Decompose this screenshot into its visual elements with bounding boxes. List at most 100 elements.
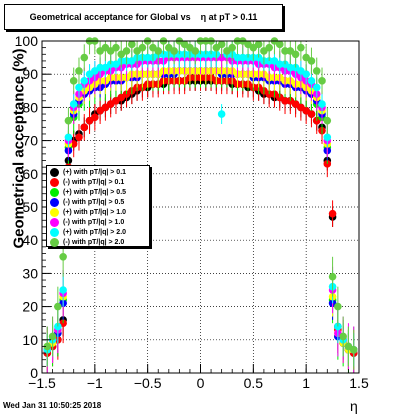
- data-point: [128, 40, 136, 49]
- data-point: [312, 83, 321, 92]
- legend-label: (-) with pT/|q| > 0.5: [63, 198, 125, 206]
- data-point: [297, 43, 305, 52]
- y-tick-label: 0: [30, 365, 38, 381]
- data-point: [328, 272, 337, 281]
- data-point: [96, 63, 104, 72]
- legend-label: (+) with pT/|q| > 0.1: [63, 168, 127, 176]
- legend-marker: [50, 207, 59, 217]
- data-point: [281, 96, 289, 105]
- legend-label: (+) with pT/|q| > 1.0: [63, 208, 127, 216]
- y-tick-label: 50: [22, 199, 38, 215]
- legend-label: (-) with pT/|q| > 1.0: [63, 218, 125, 226]
- x-tick-label: 1.5: [349, 375, 369, 391]
- y-tick-label: 20: [22, 299, 38, 315]
- legend-marker: [50, 187, 59, 197]
- y-axis-label: Geometrical acceptance (%): [10, 48, 28, 249]
- data-point: [339, 332, 347, 341]
- data-point: [75, 133, 83, 142]
- data-point: [80, 53, 89, 62]
- data-point: [170, 47, 178, 55]
- data-point: [143, 53, 152, 62]
- data-point: [64, 116, 73, 125]
- data-point: [291, 50, 300, 59]
- data-point: [112, 43, 120, 52]
- legend-item: (+) with pT/|q| > 0.5: [50, 187, 146, 197]
- legend-label: (-) with pT/|q| > 2.0: [63, 238, 125, 246]
- axis-ticks: −1.5 −1 −0.5 0 0.5 1 1.5 0 10 20 30 40 50 60 70 80 90 100: [15, 33, 369, 391]
- y-tick-label: 80: [22, 99, 38, 115]
- legend-marker: [50, 197, 59, 207]
- legend-item: (-) with pT/|q| > 0.1: [50, 177, 146, 187]
- legend-label: (+) with pT/|q| > 0.5: [63, 188, 127, 196]
- legend: (+) with pT/|q| > 0.1 (-) with pT/|q| > …: [46, 165, 150, 247]
- data-point: [69, 100, 78, 108]
- data-point: [233, 53, 242, 62]
- data-point: [281, 47, 289, 55]
- data-point: [217, 110, 226, 118]
- legend-marker: [50, 177, 59, 187]
- data-point: [59, 252, 67, 261]
- data-point: [54, 322, 62, 331]
- x-tick-label: 0: [197, 375, 205, 391]
- legend-label: (+) with pT/|q| > 2.0: [63, 228, 127, 236]
- chart-title: Geometrical acceptance for Global vs η a…: [4, 4, 283, 30]
- data-point: [307, 57, 316, 65]
- data-point: [48, 332, 57, 341]
- data-point: [318, 77, 326, 85]
- legend-item: (-) with pT/|q| > 1.0: [50, 217, 146, 227]
- legend-marker: [50, 237, 59, 247]
- data-point: [254, 40, 263, 49]
- x-tick-label: −1.5: [28, 375, 56, 391]
- y-tick-label: 10: [22, 332, 38, 348]
- data-point: [334, 302, 342, 311]
- data-point: [275, 40, 284, 49]
- data-point: [307, 77, 316, 85]
- data-point: [80, 77, 89, 85]
- data-point: [228, 43, 236, 52]
- data-point: [323, 116, 332, 125]
- data-point: [91, 113, 99, 122]
- legend-label: (-) with pT/|q| > 0.1: [63, 178, 125, 186]
- y-tick-label: 100: [15, 33, 39, 49]
- data-point: [307, 110, 316, 118]
- data-point: [69, 77, 78, 85]
- legend-item: (-) with pT/|q| > 0.5: [50, 197, 146, 207]
- data-point: [54, 302, 62, 311]
- x-axis-label: η: [350, 398, 358, 414]
- legend-item: (+) with pT/|q| > 2.0: [50, 227, 146, 237]
- x-tick-label: 0.5: [244, 375, 264, 391]
- data-point: [275, 60, 284, 69]
- y-tick-label: 30: [22, 265, 38, 281]
- data-point: [191, 47, 200, 55]
- x-tick-label: −1: [87, 375, 103, 391]
- data-point: [75, 67, 83, 75]
- data-point: [43, 342, 52, 351]
- y-tick-label: 90: [22, 66, 38, 82]
- data-point: [312, 67, 321, 75]
- data-point: [302, 70, 310, 78]
- data-point: [75, 83, 83, 92]
- timestamp: Wed Jan 31 10:50:25 2018: [3, 401, 102, 410]
- legend-item: (-) with pT/|q| > 2.0: [50, 237, 146, 247]
- data-point: [349, 345, 358, 354]
- data-point: [217, 40, 226, 49]
- data-point: [286, 63, 295, 72]
- legend-marker: [50, 227, 59, 237]
- data-point: [265, 43, 273, 52]
- y-tick-label: 40: [22, 232, 38, 248]
- legend-item: (+) with pT/|q| > 0.1: [50, 167, 146, 177]
- data-point: [122, 47, 131, 55]
- data-point: [318, 100, 326, 108]
- data-points: [43, 37, 358, 373]
- legend-marker: [50, 167, 59, 177]
- legend-item: (+) with pT/|q| > 1.0: [50, 207, 146, 217]
- data-point: [59, 286, 67, 294]
- y-tick-label: 60: [22, 166, 38, 182]
- data-point: [238, 53, 247, 62]
- legend-marker: [50, 217, 59, 227]
- x-tick-label: 1: [302, 375, 310, 391]
- data-point: [64, 133, 73, 142]
- data-point: [154, 47, 163, 55]
- data-point: [80, 123, 89, 132]
